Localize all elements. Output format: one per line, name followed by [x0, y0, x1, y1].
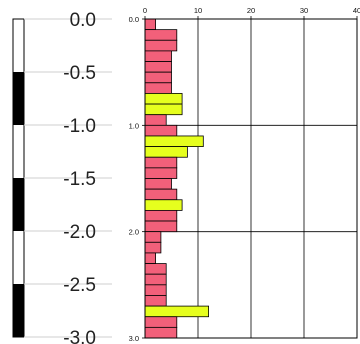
- strip-tick-label: -1.0: [63, 116, 96, 137]
- y-tick-label: 0.0: [129, 15, 139, 24]
- bar-29: [144, 326, 178, 339]
- bar-4: [144, 61, 172, 73]
- strip-band-1: [13, 72, 24, 125]
- bar-26: [144, 295, 167, 307]
- bar-14: [144, 167, 178, 179]
- bar-22: [144, 252, 156, 264]
- bar-17: [144, 199, 183, 211]
- bar-10: [144, 124, 178, 137]
- bar-1: [144, 29, 178, 41]
- depth-strip: [12, 18, 25, 338]
- y-tick-label: 2.0: [129, 228, 139, 237]
- depth-strip-labels: 0.0 -0.5 -1.0 -1.5 -2.0 -2.5 -3.0: [24, 10, 112, 344]
- x-tick-label: 10: [194, 6, 202, 15]
- x-tick-label: 40: [353, 6, 360, 15]
- bar-16: [144, 188, 178, 201]
- bar-19: [144, 220, 178, 233]
- strip-band-3: [13, 178, 24, 231]
- strip-tick-label: -3.0: [63, 328, 96, 344]
- strip-band-4: [13, 231, 24, 284]
- bar-0: [144, 18, 156, 31]
- strip-tick-label: 0.0: [70, 10, 96, 31]
- bar-2: [144, 39, 178, 52]
- strip-tick-label: -2.5: [63, 275, 96, 296]
- bar-28: [144, 316, 178, 328]
- x-tick-label: 30: [300, 6, 308, 15]
- x-tick-label: 0: [143, 6, 147, 15]
- bar-11: [144, 135, 204, 147]
- y-tick-label: 1.0: [129, 121, 139, 130]
- strip-tick-label: -2.0: [63, 222, 96, 243]
- strip-band-2: [13, 125, 24, 178]
- strip-band-0: [13, 19, 24, 72]
- bar-23: [144, 263, 167, 275]
- bar-20: [144, 231, 162, 243]
- bar-12: [144, 146, 188, 158]
- bar-5: [144, 71, 172, 84]
- x-tick-label: 20: [247, 6, 255, 15]
- bar-9: [144, 114, 167, 126]
- bar-25: [144, 284, 167, 296]
- bar-27: [144, 305, 209, 318]
- bar-3: [144, 50, 172, 62]
- histogram-plot: 0 10 20 30 40 0.0 1.0 2.0 3.0: [129, 6, 360, 343]
- bar-8: [144, 103, 183, 116]
- strip-tick-label: -1.5: [63, 169, 96, 190]
- bar-7: [144, 93, 183, 105]
- bar-21: [144, 241, 162, 254]
- bar-15: [144, 178, 172, 190]
- bar-18: [144, 209, 178, 222]
- bar-13: [144, 156, 178, 169]
- strip-band-5: [13, 284, 24, 337]
- bar-24: [144, 273, 167, 286]
- y-tick-label: 3.0: [129, 334, 139, 343]
- strip-tick-label: -0.5: [63, 63, 96, 84]
- bar-6: [144, 82, 172, 94]
